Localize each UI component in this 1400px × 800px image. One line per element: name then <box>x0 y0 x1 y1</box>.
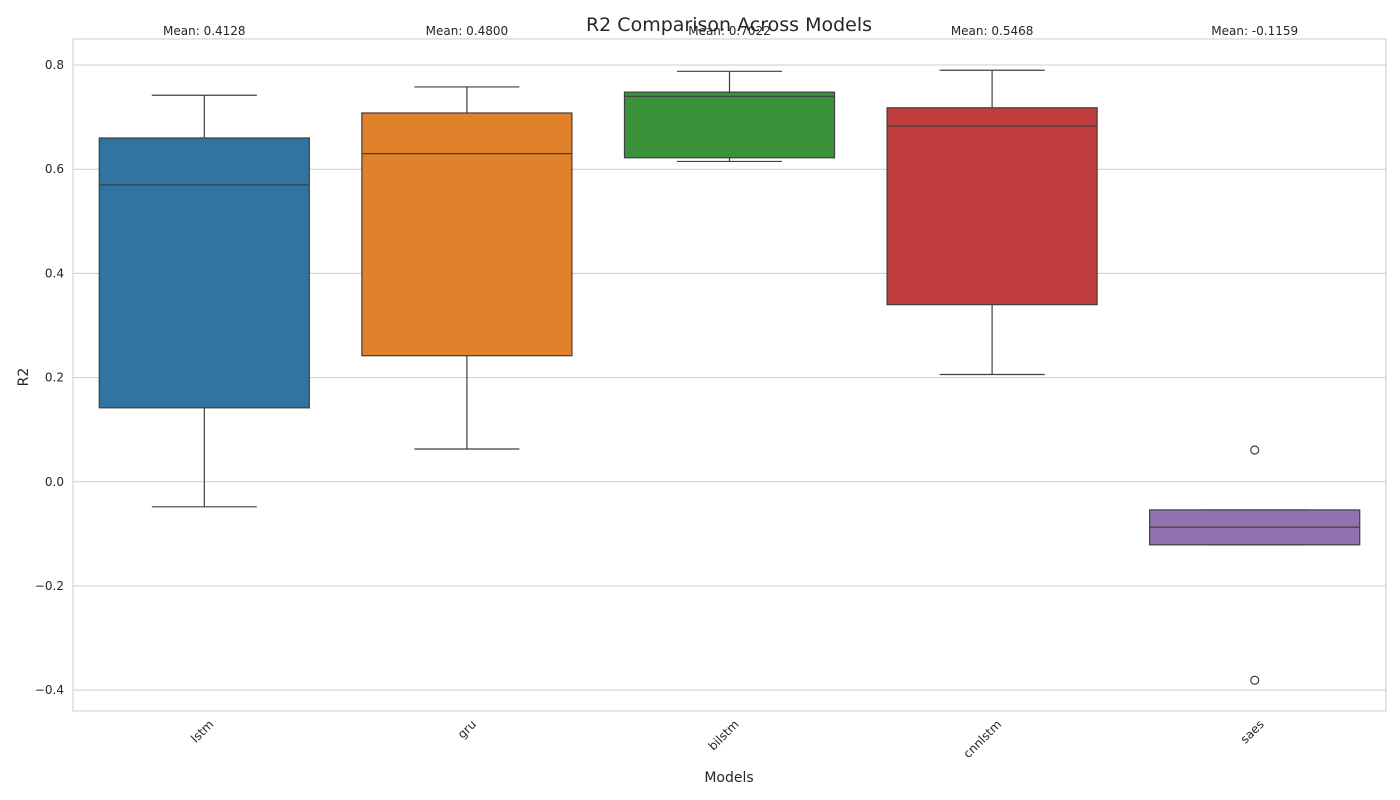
x-tick-label: gru <box>455 717 479 741</box>
y-tick-label: 0.0 <box>45 475 64 489</box>
box-iqr <box>98 137 310 409</box>
y-tick-label: 0.2 <box>45 371 64 385</box>
chart-title: R2 Comparison Across Models <box>586 14 872 36</box>
box-lstm <box>98 94 310 508</box>
box-gru <box>361 86 573 450</box>
x-tick-label: saes <box>1238 717 1267 746</box>
y-tick-label: 0.4 <box>45 266 64 280</box>
mean-annotations: Mean: 0.4128 Mean: 0.4800 Mean: 0.7022 Mean… <box>163 24 1298 38</box>
plot-area-border <box>72 38 1387 712</box>
outlier-point <box>1250 675 1260 685</box>
x-axis-ticks: lstm gru bilstm cnnlstm saes <box>188 717 1267 761</box>
box-series <box>98 69 1361 685</box>
y-tick-label: −0.2 <box>35 579 64 593</box>
x-tick-label: bilstm <box>706 717 742 753</box>
box-iqr <box>623 91 836 159</box>
box-cnnlstm <box>886 69 1098 376</box>
x-tick-label: lstm <box>188 717 216 745</box>
mean-label: Mean: 0.5468 <box>951 24 1034 38</box>
box-iqr <box>361 112 573 357</box>
mean-label: Mean: 0.4800 <box>426 24 509 38</box>
mean-label: Mean: -0.1159 <box>1211 24 1298 38</box>
box-saes <box>1149 445 1361 685</box>
box-bilstm <box>623 70 836 163</box>
y-tick-label: 0.6 <box>45 162 64 176</box>
y-tick-label: −0.4 <box>35 683 64 697</box>
x-tick-label: cnnlstm <box>961 717 1005 761</box>
y-axis-title: R2 <box>16 368 32 387</box>
x-axis-title: Models <box>704 770 753 786</box>
outlier-point <box>1250 445 1260 455</box>
box-iqr <box>886 107 1098 306</box>
mean-label: Mean: 0.7022 <box>688 24 771 38</box>
y-tick-label: 0.8 <box>45 58 64 72</box>
y-axis-ticks: 0.8 0.6 0.4 0.2 0.0 −0.2 −0.4 <box>35 58 64 697</box>
mean-label: Mean: 0.4128 <box>163 24 246 38</box>
